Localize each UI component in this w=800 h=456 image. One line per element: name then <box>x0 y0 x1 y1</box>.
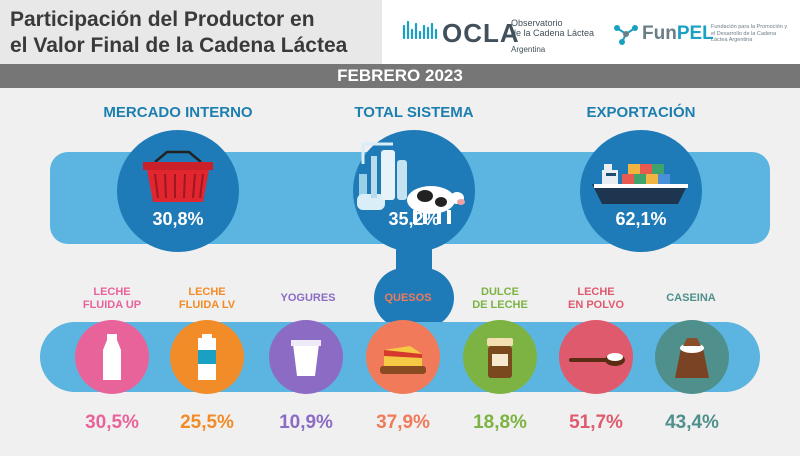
product-circle-yogures <box>269 320 343 394</box>
product-value-yogures: 10,9% <box>279 412 333 433</box>
product-circle-quesos <box>366 320 440 394</box>
dulce-de-leche-jar-icon <box>487 338 513 378</box>
ocla-country: Argentina <box>511 45 546 54</box>
product-label-line1: LECHE <box>93 286 131 298</box>
product-label-line1: YOGURES <box>280 292 336 304</box>
section-title-mercado-interno: MERCADO INTERNO <box>103 104 253 121</box>
product-label-line1: LECHE <box>188 286 226 298</box>
powder-spoon-icon <box>569 353 625 366</box>
product-label-leche-fluida-up: LECHE FLUIDA UP <box>83 286 141 312</box>
product-label-line1: DULCE <box>481 286 519 298</box>
total-sistema-value: 35,2% <box>388 209 440 229</box>
product-value-dulce-de-leche: 18,8% <box>473 412 527 433</box>
product-circle-leche-en-polvo <box>559 320 633 394</box>
exportacion-circle: 62,1% <box>580 130 702 252</box>
product-label-quesos: QUESOS <box>384 292 431 305</box>
product-value-quesos: 37,9% <box>376 412 430 433</box>
product-circle-leche-fluida-up <box>75 320 149 394</box>
header: Participación del Productor en el Valor … <box>0 0 800 64</box>
product-label-dulce-de-leche: DULCE DE LECHE <box>472 286 528 312</box>
product-label-leche-en-polvo: LECHE EN POLVO <box>568 286 624 312</box>
product-circle-dulce-de-leche <box>463 320 537 394</box>
funpel-logo-text: FunPEL <box>642 23 714 45</box>
title-box: Participación del Productor en el Valor … <box>0 0 382 64</box>
dairy-farm-icon <box>357 142 465 224</box>
product-value-leche-en-polvo: 51,7% <box>569 412 623 433</box>
ocla-subtitle: Observatorio de la Cadena Láctea <box>511 18 601 38</box>
product-label-line1: LECHE <box>577 286 615 298</box>
basket-icon <box>143 150 213 202</box>
product-label-caseina: CASEINA <box>666 292 716 305</box>
exportacion-value: 62,1% <box>615 209 667 229</box>
page-title-line1: Participación del Productor en <box>10 8 315 31</box>
funpel-network-icon <box>614 25 638 45</box>
product-label-yogures: YOGURES <box>280 292 335 305</box>
product-value-leche-fluida-lv: 25,5% <box>180 412 234 433</box>
product-label-line2: FLUIDA LV <box>178 299 236 311</box>
yogurt-cup-icon <box>291 340 321 376</box>
funpel-fun: Fun <box>642 23 677 44</box>
mercado-interno-value: 30,8% <box>152 209 204 229</box>
cheese-icon <box>380 346 426 374</box>
casein-sack-icon <box>675 338 709 378</box>
connector-neck <box>374 268 454 328</box>
total-sistema-circle: 35,2% <box>353 130 475 252</box>
product-circle-leche-fluida-lv <box>170 320 244 394</box>
product-circle-caseina <box>655 320 729 394</box>
ocla-logo-text: OCLA <box>442 18 520 48</box>
ocla-sub-line2: de la Cadena Láctea <box>511 28 595 38</box>
page-title-line2: el Valor Final de la Cadena Láctea <box>10 34 348 57</box>
product-label-line2: FLUIDA UP <box>82 299 142 311</box>
date-banner: FEBRERO 2023 <box>0 64 800 88</box>
funpel-subtitle: Fundación para la Promoción y el Desarro… <box>711 24 788 43</box>
product-label-line1: CASEINA <box>666 292 716 304</box>
section-title-total-sistema: TOTAL SISTEMA <box>354 104 474 121</box>
product-value-leche-fluida-up: 30,5% <box>85 412 139 433</box>
product-label-leche-fluida-lv: LECHE FLUIDA LV <box>179 286 235 312</box>
product-label-line2: EN POLVO <box>567 299 625 311</box>
milk-bottle-icon <box>103 334 121 380</box>
product-label-line1: QUESOS <box>384 292 432 304</box>
mercado-interno-circle: 30,8% <box>117 130 239 252</box>
product-label-line2: DE LECHE <box>472 299 528 311</box>
product-value-caseina: 43,4% <box>665 412 719 433</box>
ocla-wave-icon <box>402 20 438 40</box>
ocla-sub-line1: Observatorio <box>511 18 563 28</box>
section-title-exportacion: EXPORTACIÓN <box>586 104 696 121</box>
milk-carton-icon <box>198 334 216 380</box>
cargo-ship-icon <box>592 164 688 204</box>
funpel-pel: PEL <box>676 23 714 44</box>
